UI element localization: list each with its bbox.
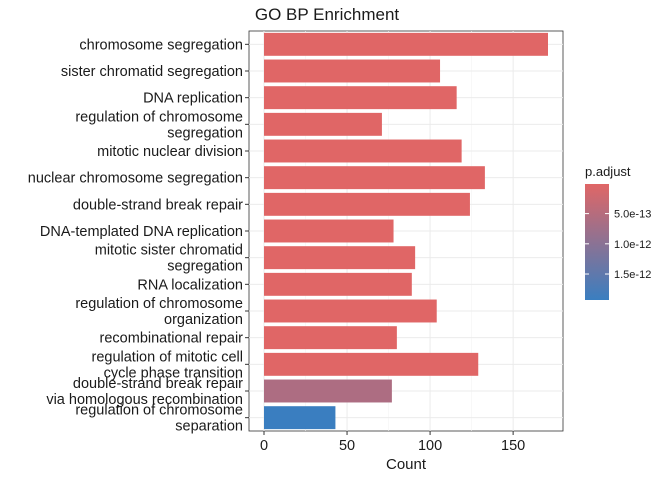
legend-title: p.adjust — [585, 164, 631, 179]
legend-tick-label: 1.0e-12 — [614, 239, 651, 251]
category-label: recombinational repair — [100, 331, 244, 347]
category-label: sister chromatid segregation — [61, 64, 243, 80]
category-label: double-strand break repair — [73, 197, 243, 213]
category-label: regulation of chromosome — [75, 109, 243, 125]
category-label: regulation of chromosome — [75, 296, 243, 312]
category-labels: chromosome segregation sister chromatid s… — [28, 37, 249, 435]
bar — [264, 406, 336, 430]
x-tick-label: 150 — [501, 438, 525, 454]
category-label: mitotic nuclear division — [97, 144, 243, 160]
category-label: RNA localization — [137, 277, 243, 293]
category-label: via homologous recombination — [46, 392, 243, 408]
category-label: segregation — [167, 259, 243, 275]
x-axis: 0 50 100 150 — [260, 431, 525, 454]
legend-colorbar — [585, 184, 609, 300]
bar — [264, 379, 392, 403]
category-label: DNA-templated DNA replication — [40, 224, 243, 240]
x-axis-title: Count — [386, 456, 427, 473]
bar — [264, 246, 416, 270]
category-label: regulation of mitotic cell — [91, 349, 243, 365]
chart-title: GO BP Enrichment — [255, 5, 400, 24]
bar — [264, 139, 462, 163]
legend-tick-label: 1.5e-12 — [614, 269, 651, 281]
category-label: organization — [164, 312, 243, 328]
color-legend: p.adjust 5.0e-13 1.0e-12 1.5e-12 — [585, 164, 651, 300]
category-label: mitotic sister chromatid — [95, 243, 243, 259]
category-label: DNA replication — [143, 91, 243, 107]
bar — [264, 352, 479, 376]
bar — [264, 86, 457, 110]
bar — [264, 112, 382, 136]
bar — [264, 326, 397, 350]
x-tick-label: 50 — [339, 438, 355, 454]
category-label: separation — [175, 419, 243, 435]
category-label: regulation of chromosome — [75, 403, 243, 419]
category-label: nuclear chromosome segregation — [28, 171, 243, 187]
legend-ticks: 5.0e-13 1.0e-12 1.5e-12 — [585, 209, 651, 281]
bar — [264, 192, 470, 216]
x-tick-label: 100 — [418, 438, 442, 454]
bar — [264, 299, 437, 323]
bar — [264, 272, 412, 296]
bar — [264, 59, 441, 83]
category-label: double-strand break repair — [73, 376, 243, 392]
category-label: cycle phase transition — [104, 365, 243, 381]
bars-group — [264, 32, 548, 430]
bar — [264, 219, 394, 243]
category-label: segregation — [167, 125, 243, 141]
bar — [264, 32, 548, 56]
legend-tick-label: 5.0e-13 — [614, 209, 651, 221]
category-label: chromosome segregation — [79, 37, 243, 53]
x-tick-label: 0 — [260, 438, 268, 454]
bar — [264, 166, 485, 190]
